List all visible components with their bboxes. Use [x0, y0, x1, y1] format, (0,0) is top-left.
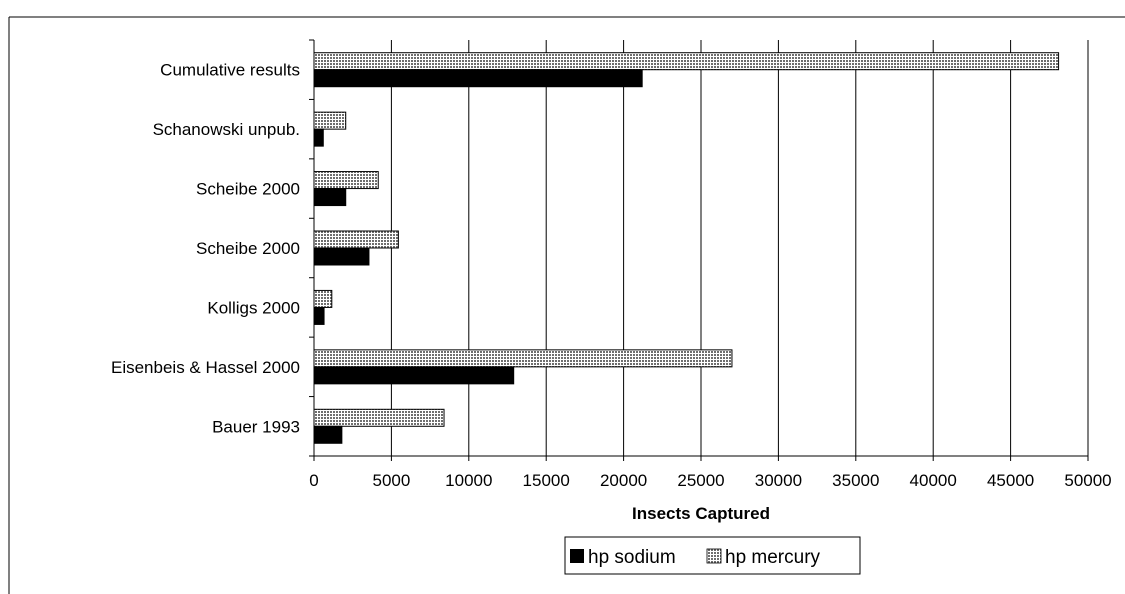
x-tick-label: 20000	[600, 471, 647, 490]
x-tick-label: 30000	[755, 471, 802, 490]
axes	[309, 39, 1089, 461]
x-tick-label: 10000	[445, 471, 492, 490]
x-tick-label: 0	[309, 471, 318, 490]
legend-label-hp-mercury: hp mercury	[725, 547, 821, 568]
bar-hp-mercury	[313, 349, 733, 368]
bars	[313, 52, 1060, 444]
x-tick-label: 25000	[677, 471, 724, 490]
category-label: Eisenbeis & Hassel 2000	[111, 358, 300, 377]
bar-hp-mercury	[313, 171, 379, 190]
bar-hp-mercury	[313, 52, 1060, 71]
legend-label-hp-sodium: hp sodium	[588, 547, 676, 568]
x-axis-label: Insects Captured	[632, 504, 770, 523]
x-tick-label: 50000	[1064, 471, 1111, 490]
bar-hp-sodium	[313, 247, 370, 266]
legend: hp sodium hp mercury	[564, 536, 861, 575]
x-tick-label: 5000	[372, 471, 410, 490]
x-tick-label: 40000	[910, 471, 957, 490]
category-label: Kolligs 2000	[207, 298, 300, 317]
bar-hp-mercury	[313, 111, 347, 130]
x-tick-label: 45000	[987, 471, 1034, 490]
bar-hp-mercury	[313, 289, 333, 308]
bar-hp-sodium	[313, 425, 343, 444]
bar-hp-mercury	[313, 230, 399, 249]
category-label: Scheibe 2000	[196, 180, 300, 199]
bar-hp-sodium	[313, 128, 324, 147]
category-label: Schanowski unpub.	[153, 120, 300, 139]
legend-swatch-hp-sodium	[570, 549, 584, 563]
bar-hp-sodium	[313, 69, 643, 88]
category-label: Bauer 1993	[212, 417, 300, 436]
x-tick-label: 15000	[523, 471, 570, 490]
gridlines	[390, 40, 1089, 456]
x-tick-label: 35000	[832, 471, 879, 490]
x-tick-labels: 0 5000 10000 15000 20000 25000 30000 35000 40000…	[309, 471, 1111, 490]
bar-hp-mercury	[313, 408, 445, 427]
bar-hp-sodium	[313, 366, 515, 385]
bar-hp-sodium	[313, 306, 325, 325]
legend-swatch-hp-mercury	[706, 548, 722, 564]
category-label: Scheibe 2000	[196, 239, 300, 258]
bar-hp-sodium	[313, 188, 347, 207]
category-label: Cumulative results	[160, 61, 300, 80]
category-labels: Bauer 1993 Eisenbeis & Hassel 2000 Kolligs…	[111, 61, 300, 437]
